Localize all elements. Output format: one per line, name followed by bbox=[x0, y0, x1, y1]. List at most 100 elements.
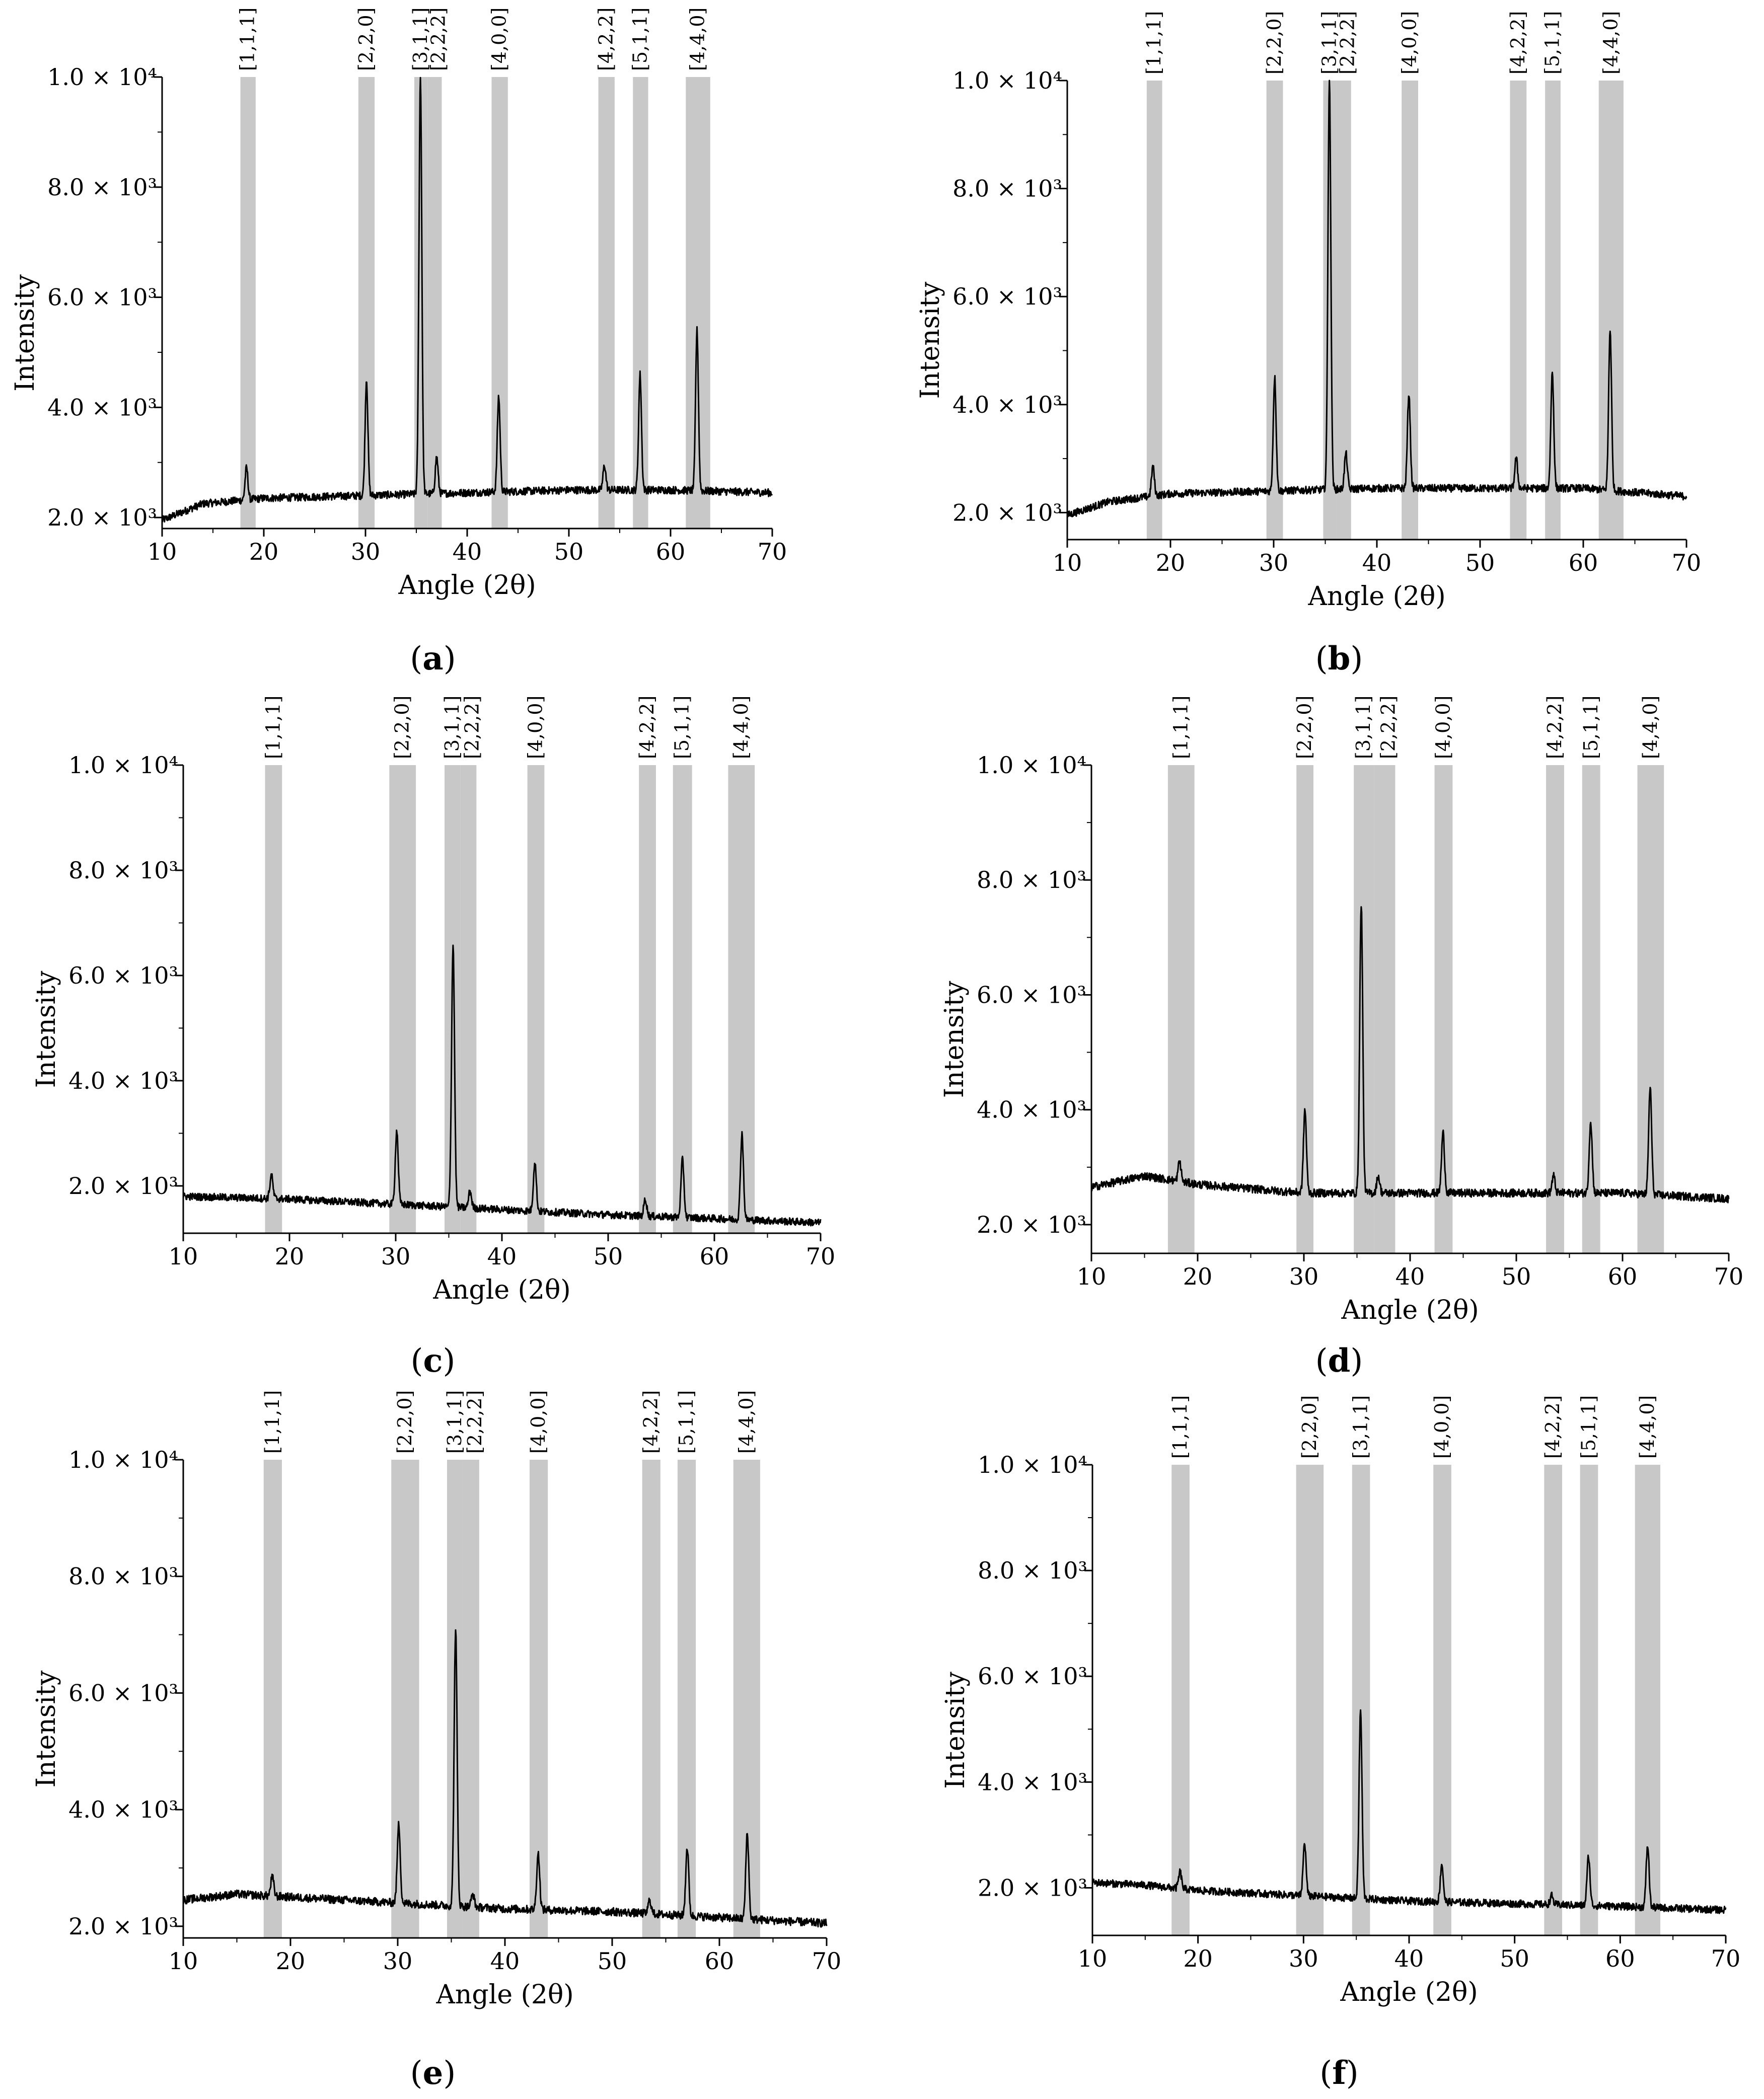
band-label: [5,1,1] bbox=[671, 696, 693, 759]
x-tick-label: 20 bbox=[276, 1947, 306, 1975]
band-2-2-0 bbox=[358, 77, 375, 529]
y-axis-title: Intensity bbox=[915, 281, 945, 399]
y-tick-label: 4.0 × 10³ bbox=[952, 391, 1062, 418]
band-5-1-1 bbox=[1545, 81, 1561, 540]
band-label: [4,4,0] bbox=[730, 696, 752, 759]
band-label: [2,2,0] bbox=[1293, 696, 1315, 759]
band-label: [4,0,0] bbox=[1432, 696, 1454, 759]
x-axis-title: Angle (2θ) bbox=[435, 1980, 573, 2010]
x-tick-label: 70 bbox=[812, 1947, 842, 1975]
band-2-2-0 bbox=[1296, 765, 1313, 1253]
band-3-1-1 bbox=[1352, 1465, 1370, 1935]
y-tick-label: 1.0 × 10⁴ bbox=[68, 752, 178, 779]
band-label: [3,1,1] bbox=[409, 8, 431, 71]
xrd-series-line bbox=[1090, 906, 1730, 1204]
band-label: [1,1,1] bbox=[1169, 1395, 1191, 1459]
x-tick-label: 30 bbox=[381, 1243, 411, 1270]
band-4-2-2 bbox=[1544, 1465, 1563, 1935]
x-tick-label: 10 bbox=[1078, 1945, 1108, 1972]
band-4-4-0 bbox=[686, 77, 710, 529]
band-1-1-1 bbox=[240, 77, 256, 529]
x-tick-label: 20 bbox=[275, 1243, 305, 1270]
x-tick-label: 20 bbox=[1156, 549, 1186, 576]
band-5-1-1 bbox=[673, 765, 692, 1233]
y-tick-label: 4.0 × 10³ bbox=[68, 1067, 178, 1094]
x-tick-label: 50 bbox=[1502, 1263, 1531, 1290]
band-label: [4,4,0] bbox=[735, 1390, 757, 1454]
band-label: [2,2,2] bbox=[464, 1390, 486, 1454]
band-label: [2,2,0] bbox=[1263, 11, 1285, 74]
band-1-1-1 bbox=[1146, 81, 1162, 540]
y-tick-label: 6.0 × 10³ bbox=[68, 962, 178, 989]
y-tick-label: 8.0 × 10³ bbox=[47, 174, 157, 201]
x-axis-title: Angle (2θ) bbox=[1307, 581, 1445, 612]
y-tick-label: 8.0 × 10³ bbox=[68, 1563, 178, 1590]
y-axis-title: Intensity bbox=[940, 1671, 971, 1788]
xrd-series-line bbox=[1091, 1709, 1727, 1914]
band-4-2-2 bbox=[1546, 765, 1564, 1253]
band-label: [5,1,1] bbox=[1580, 696, 1602, 759]
xrd-panel-a: [1,1,1] [2,2,0] [3,1,1][2,2,2] [4,0,0] [4,2,… bbox=[10, 8, 787, 678]
x-tick-label: 60 bbox=[656, 538, 686, 565]
band-label: [4,2,2] bbox=[1541, 1395, 1564, 1459]
y-axis-title: Intensity bbox=[10, 274, 40, 391]
x-axis-title: Angle (2θ) bbox=[432, 1275, 570, 1305]
x-tick-label: 40 bbox=[490, 1947, 520, 1975]
band-label: [4,2,2] bbox=[640, 1390, 662, 1454]
x-tick-label: 30 bbox=[1289, 1263, 1319, 1290]
band-4-0-0 bbox=[491, 77, 508, 529]
y-axis-title: Intensity bbox=[939, 981, 970, 1098]
x-axis-title: Angle (2θ) bbox=[1340, 1977, 1478, 2007]
x-tick-label: 10 bbox=[1077, 1263, 1107, 1290]
band-1-1-1 bbox=[265, 765, 282, 1233]
x-tick-label: 50 bbox=[1500, 1945, 1529, 1972]
band-4-4-0 bbox=[1637, 765, 1664, 1253]
x-tick-label: 10 bbox=[169, 1947, 198, 1975]
band-1-1-1 bbox=[263, 1460, 282, 1938]
y-tick-label: 4.0 × 10³ bbox=[47, 394, 157, 421]
band-label: [2,2,0] bbox=[355, 8, 377, 71]
x-tick-label: 50 bbox=[598, 1947, 627, 1975]
band-2-2-0 bbox=[389, 765, 416, 1233]
band-4-2-2 bbox=[598, 77, 615, 529]
x-tick-label: 20 bbox=[1183, 1263, 1213, 1290]
band-label: [4,0,0] bbox=[527, 1390, 549, 1454]
band-label: [4,2,2] bbox=[1544, 696, 1566, 759]
xrd-series-line bbox=[1066, 80, 1687, 518]
band-label: [2,2,0] bbox=[391, 696, 413, 759]
x-tick-label: 30 bbox=[1259, 549, 1289, 576]
x-tick-label: 60 bbox=[700, 1243, 729, 1270]
band-label: [3,1,1] bbox=[1350, 1395, 1372, 1459]
y-tick-label: 4.0 × 10³ bbox=[977, 1096, 1086, 1123]
y-tick-label: 2.0 × 10³ bbox=[68, 1172, 178, 1200]
band-2-2-2 bbox=[427, 77, 442, 529]
band-4-0-0 bbox=[527, 765, 545, 1233]
y-tick-label: 8.0 × 10³ bbox=[68, 857, 178, 884]
x-tick-label: 30 bbox=[1289, 1945, 1318, 1972]
xrd-series-line bbox=[161, 77, 773, 523]
band-4-2-2 bbox=[642, 1460, 660, 1938]
band-label: [4,2,2] bbox=[1507, 11, 1529, 74]
y-tick-label: 8.0 × 10³ bbox=[978, 1557, 1087, 1584]
x-tick-label: 70 bbox=[1714, 1263, 1744, 1290]
y-tick-label: 1.0 × 10⁴ bbox=[68, 1446, 178, 1473]
y-tick-label: 1.0 × 10⁴ bbox=[952, 67, 1062, 94]
y-tick-label: 2.0 × 10³ bbox=[977, 1211, 1086, 1238]
x-tick-label: 40 bbox=[487, 1243, 517, 1270]
xrd-panel-e: [1,1,1] [2,2,0] [3,1,1][2,2,2] [4,0,0] [4,2,… bbox=[31, 1390, 841, 2092]
band-label: [4,0,0] bbox=[1399, 11, 1421, 74]
band-4-4-0 bbox=[728, 765, 755, 1233]
panel-label: (f) bbox=[1319, 2054, 1358, 2092]
y-tick-label: 2.0 × 10³ bbox=[47, 504, 157, 531]
band-label: [4,4,0] bbox=[1639, 696, 1661, 759]
x-tick-label: 60 bbox=[1605, 1945, 1635, 1972]
y-tick-label: 6.0 × 10³ bbox=[952, 283, 1062, 310]
band-1-1-1 bbox=[1171, 1465, 1190, 1935]
x-axis-title: Angle (2θ) bbox=[398, 570, 536, 601]
x-axis-title: Angle (2θ) bbox=[1341, 1295, 1479, 1325]
band-label: [1,1,1] bbox=[262, 696, 284, 759]
band-label: [4,4,0] bbox=[687, 8, 709, 71]
y-tick-label: 2.0 × 10³ bbox=[952, 499, 1062, 526]
band-label: [3,1,1] bbox=[441, 696, 463, 759]
y-tick-label: 6.0 × 10³ bbox=[978, 1663, 1087, 1690]
